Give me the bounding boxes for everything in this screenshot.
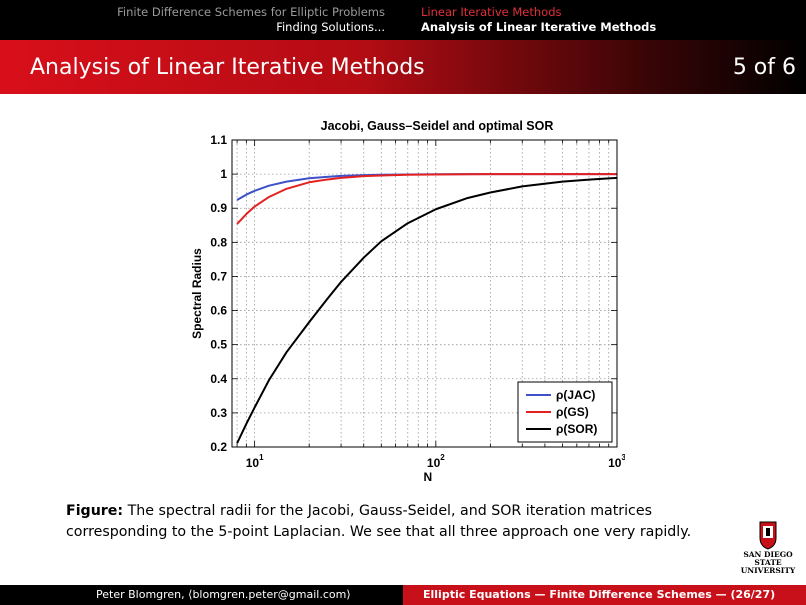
x-tick-label: 103 — [608, 453, 625, 470]
y-tick-label: 0.4 — [210, 372, 227, 386]
footer-title: Elliptic Equations — Finite Difference S… — [403, 585, 806, 605]
legend-label: ρ(JAC) — [556, 388, 595, 402]
footer-author: Peter Blomgren, ⟨blomgren.peter@gmail.co… — [0, 585, 403, 605]
y-tick-label: 0.3 — [210, 406, 227, 420]
y-tick-label: 1.1 — [210, 133, 227, 147]
nav-subsection-title[interactable]: Finding Solutions... — [276, 20, 385, 34]
chart-ticks: 0.2 0.3 0.4 0.5 0.6 0.7 0.8 0.9 1 1.1 101 102 103 — [210, 133, 625, 470]
y-tick-label: 0.9 — [210, 201, 227, 215]
footer-title-text: Elliptic Equations — Finite Difference S… — [423, 588, 776, 601]
nav-section-right: Linear Iterative Methods Analysis of Lin… — [403, 0, 806, 40]
y-tick-label: 1 — [220, 167, 227, 181]
y-tick-label: 0.5 — [210, 338, 227, 352]
nav-section-title[interactable]: Finite Difference Schemes for Elliptic P… — [117, 5, 385, 19]
logo-line2: UNIVERSITY — [740, 566, 796, 575]
figure-caption: Figure: The spectral radii for the Jacob… — [66, 501, 756, 543]
footer-bar: Peter Blomgren, ⟨blomgren.peter@gmail.co… — [0, 585, 806, 605]
x-axis-label: N — [423, 470, 432, 484]
y-tick-label: 0.7 — [210, 269, 227, 283]
frame-title-bar: Analysis of Linear Iterative Methods 5 o… — [0, 40, 806, 94]
nav-current-subsection[interactable]: Analysis of Linear Iterative Methods — [421, 20, 657, 34]
logo-line1: SAN DIEGO STATE — [743, 550, 793, 567]
nav-current-section[interactable]: Linear Iterative Methods — [421, 5, 562, 19]
y-tick-label: 0.2 — [210, 440, 227, 454]
nav-section-left: Finite Difference Schemes for Elliptic P… — [0, 0, 403, 40]
sdsu-logo: SAN DIEGO STATE UNIVERSITY — [734, 520, 802, 575]
x-tick-label: 101 — [246, 453, 264, 470]
y-tick-label: 0.8 — [210, 235, 227, 249]
chart-series — [236, 173, 618, 444]
chart-title: Jacobi, Gauss–Seidel and optimal SOR — [321, 119, 554, 133]
footer-author-text: Peter Blomgren, ⟨blomgren.peter@gmail.co… — [96, 588, 351, 601]
sdsu-shield-icon — [759, 521, 777, 550]
series-line — [236, 176, 618, 444]
x-tick-label: 102 — [427, 453, 445, 470]
y-axis-label: Spectral Radius — [190, 248, 204, 339]
legend-label: ρ(GS) — [556, 405, 589, 419]
frame-title: Analysis of Linear Iterative Methods — [30, 55, 425, 80]
chart-grid — [232, 140, 617, 447]
y-tick-label: 0.6 — [210, 304, 227, 318]
spectral-radius-chart: Jacobi, Gauss–Seidel and optimal SOR 0.2… — [190, 119, 625, 484]
plot-frame — [231, 139, 618, 448]
frame-page-counter: 5 of 6 — [732, 55, 796, 80]
beamer-nav-bar: Finite Difference Schemes for Elliptic P… — [0, 0, 806, 40]
legend-label: ρ(SOR) — [556, 422, 597, 436]
caption-label: Figure: — [66, 503, 124, 519]
series-line — [236, 173, 617, 225]
logo-text: SAN DIEGO STATE UNIVERSITY — [734, 551, 802, 575]
caption-text: The spectral radii for the Jacobi, Gauss… — [66, 503, 692, 540]
chart-legend: ρ(JAC) ρ(GS) ρ(SOR) — [517, 381, 613, 443]
